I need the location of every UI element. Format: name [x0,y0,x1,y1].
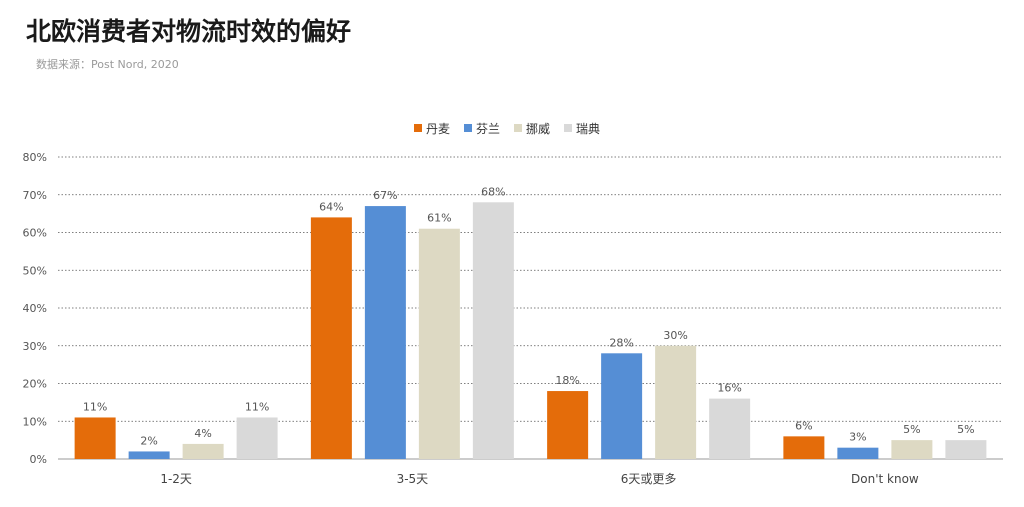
bar-瑞典-3-5天 [472,202,514,460]
data-label: 5% [957,423,974,436]
legend-swatch [464,124,472,132]
legend-swatch [564,124,572,132]
bar-芬兰-3-5天 [364,206,406,459]
legend-swatch [414,124,422,132]
y-tick-label: 60% [23,227,47,240]
bar-瑞典-Don't know [945,440,987,459]
chart-source: 数据来源：Post Nord, 2020 [36,58,179,71]
data-label: 30% [663,329,687,342]
y-tick-label: 0% [30,453,47,466]
bar-挪威-3-5天 [418,228,460,459]
data-label: 61% [427,212,451,225]
data-label: 4% [194,427,211,440]
bar-瑞典-6天或更多 [709,398,751,459]
data-labels: 11% 2% 4% 11% 64% 67% 61% 68% 18% 28% 30% 16% 6% 3% 5%… [83,185,975,447]
chart-title: 北欧消费者对物流时效的偏好 [26,17,352,46]
y-axis: 0% 10% 20% 30% 40% 50% 60% 70% 80% [23,151,47,466]
legend-label: 丹麦 [426,122,450,136]
data-label: 16% [717,382,741,395]
y-tick-label: 80% [23,151,47,164]
data-label: 68% [481,185,505,198]
x-axis: 1-2天 3-5天 6天或更多 Don't know [160,472,919,486]
y-tick-label: 40% [23,302,47,315]
bar-挪威-6天或更多 [655,345,697,459]
bars [74,202,987,460]
data-label: 5% [903,423,920,436]
y-tick-label: 70% [23,189,47,202]
data-label: 67% [373,189,397,202]
legend: 丹麦 芬兰 挪威 瑞典 [414,122,600,136]
y-tick-label: 50% [23,264,47,277]
data-label: 2% [140,434,157,447]
data-label: 6% [795,419,812,432]
x-category-label: 3-5天 [397,472,429,486]
data-label: 18% [555,374,579,387]
bar-芬兰-Don't know [837,447,879,459]
x-category-label: 1-2天 [160,472,192,486]
data-label: 11% [245,400,269,413]
x-category-label: 6天或更多 [621,472,677,486]
bar-丹麦-3-5天 [310,217,352,459]
bar-挪威-Don't know [891,440,933,459]
data-label: 3% [849,431,866,444]
bar-丹麦-Don't know [783,436,825,459]
x-category-label: Don't know [851,472,919,486]
gridlines [58,156,1003,460]
bar-瑞典-1-2天 [236,417,278,459]
data-label: 28% [609,336,633,349]
bar-丹麦-1-2天 [74,417,116,459]
legend-swatch [514,124,522,132]
bar-芬兰-1-2天 [128,451,170,459]
data-label: 64% [319,200,343,213]
legend-label: 挪威 [526,122,550,136]
bar-挪威-1-2天 [182,443,224,459]
bar-芬兰-6天或更多 [601,353,643,459]
bar-丹麦-6天或更多 [547,391,589,459]
data-label: 11% [83,400,107,413]
y-tick-label: 30% [23,340,47,353]
legend-label: 瑞典 [576,122,600,136]
y-tick-label: 10% [23,415,47,428]
y-tick-label: 20% [23,378,47,391]
legend-label: 芬兰 [476,122,500,136]
